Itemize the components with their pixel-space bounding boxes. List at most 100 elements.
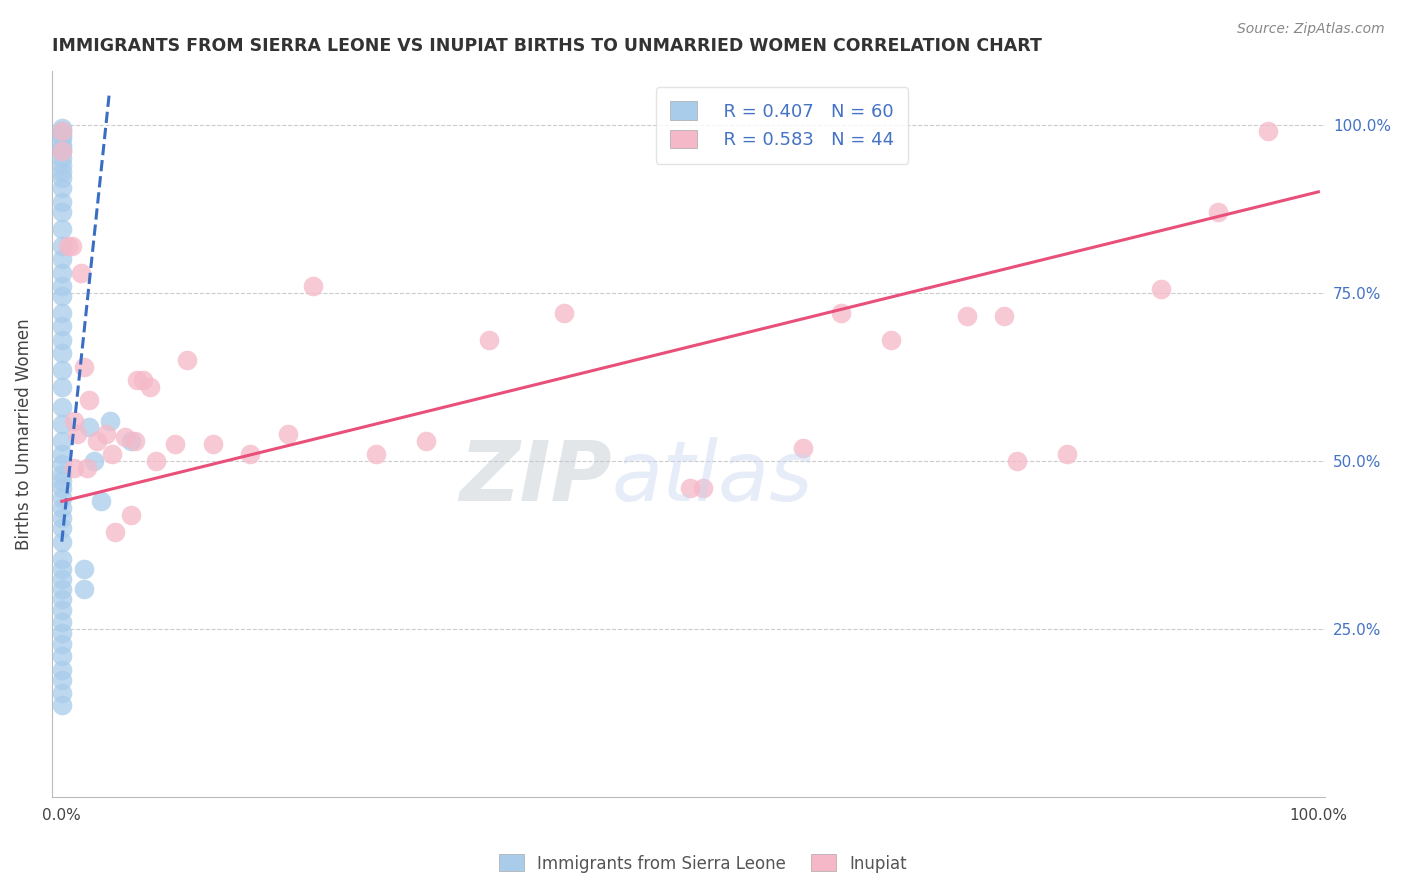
Point xyxy=(132,373,155,387)
Point xyxy=(51,582,73,596)
Y-axis label: Births to Unmarried Women: Births to Unmarried Women xyxy=(15,318,32,549)
Point xyxy=(51,561,73,575)
Point xyxy=(51,501,73,516)
Point xyxy=(51,205,73,219)
Point xyxy=(51,637,73,651)
Point xyxy=(51,151,73,165)
Point xyxy=(51,363,73,377)
Point xyxy=(51,447,73,461)
Point xyxy=(478,333,501,347)
Point xyxy=(163,437,186,451)
Point xyxy=(90,494,112,508)
Point xyxy=(51,128,73,142)
Point xyxy=(98,414,121,428)
Legend:   R = 0.407   N = 60,   R = 0.583   N = 44: R = 0.407 N = 60, R = 0.583 N = 44 xyxy=(655,87,908,163)
Point xyxy=(51,319,73,334)
Point xyxy=(66,427,89,442)
Text: Source: ZipAtlas.com: Source: ZipAtlas.com xyxy=(1237,22,1385,37)
Point xyxy=(415,434,437,448)
Point xyxy=(51,458,73,472)
Point xyxy=(73,582,96,596)
Point xyxy=(51,279,73,293)
Point xyxy=(51,124,73,138)
Point xyxy=(51,252,73,267)
Point xyxy=(103,524,125,539)
Point xyxy=(51,534,73,549)
Point xyxy=(880,333,903,347)
Point xyxy=(51,164,73,178)
Point xyxy=(51,615,73,630)
Point xyxy=(60,238,83,252)
Point xyxy=(124,434,146,448)
Point xyxy=(51,417,73,431)
Point xyxy=(51,120,73,135)
Point xyxy=(51,181,73,195)
Point xyxy=(86,434,108,448)
Point xyxy=(51,467,73,482)
Point xyxy=(51,474,73,488)
Point xyxy=(277,427,299,442)
Point xyxy=(955,310,977,324)
Point xyxy=(79,393,101,408)
Text: atlas: atlas xyxy=(612,437,814,518)
Point xyxy=(51,481,73,495)
Point xyxy=(51,346,73,360)
Point xyxy=(792,441,814,455)
Point xyxy=(830,306,852,320)
Point xyxy=(51,400,73,414)
Point xyxy=(51,551,73,566)
Point xyxy=(56,238,79,252)
Point xyxy=(51,131,73,145)
Point xyxy=(692,481,714,495)
Text: IMMIGRANTS FROM SIERRA LEONE VS INUPIAT BIRTHS TO UNMARRIED WOMEN CORRELATION CH: IMMIGRANTS FROM SIERRA LEONE VS INUPIAT … xyxy=(52,37,1042,55)
Point xyxy=(101,447,124,461)
Point xyxy=(51,194,73,209)
Point xyxy=(76,460,98,475)
Point xyxy=(63,460,86,475)
Point xyxy=(51,222,73,236)
Point xyxy=(94,427,117,442)
Point xyxy=(145,454,167,468)
Point xyxy=(176,353,198,368)
Point xyxy=(51,434,73,448)
Point xyxy=(51,603,73,617)
Point xyxy=(1005,454,1028,468)
Point xyxy=(1056,447,1078,461)
Legend: Immigrants from Sierra Leone, Inupiat: Immigrants from Sierra Leone, Inupiat xyxy=(492,847,914,880)
Point xyxy=(51,625,73,640)
Point xyxy=(51,673,73,687)
Point xyxy=(51,511,73,525)
Point xyxy=(993,310,1015,324)
Point xyxy=(51,686,73,700)
Point xyxy=(51,698,73,712)
Point xyxy=(51,124,73,138)
Point xyxy=(139,380,162,394)
Point xyxy=(1257,124,1279,138)
Point xyxy=(51,333,73,347)
Point xyxy=(51,663,73,677)
Point xyxy=(127,373,149,387)
Point xyxy=(679,481,702,495)
Point xyxy=(51,521,73,535)
Point xyxy=(553,306,575,320)
Point xyxy=(51,137,73,152)
Point xyxy=(83,454,105,468)
Point xyxy=(1150,282,1173,296)
Text: ZIP: ZIP xyxy=(460,437,612,518)
Point xyxy=(114,430,136,444)
Point xyxy=(1206,205,1229,219)
Point xyxy=(51,289,73,303)
Point xyxy=(51,141,73,155)
Point xyxy=(364,447,387,461)
Point xyxy=(73,561,96,575)
Point xyxy=(79,420,101,434)
Point xyxy=(69,266,91,280)
Point xyxy=(239,447,262,461)
Point xyxy=(51,145,73,159)
Point xyxy=(51,171,73,186)
Point xyxy=(51,649,73,664)
Point xyxy=(73,359,96,374)
Point xyxy=(51,380,73,394)
Point xyxy=(51,572,73,586)
Point xyxy=(51,145,73,159)
